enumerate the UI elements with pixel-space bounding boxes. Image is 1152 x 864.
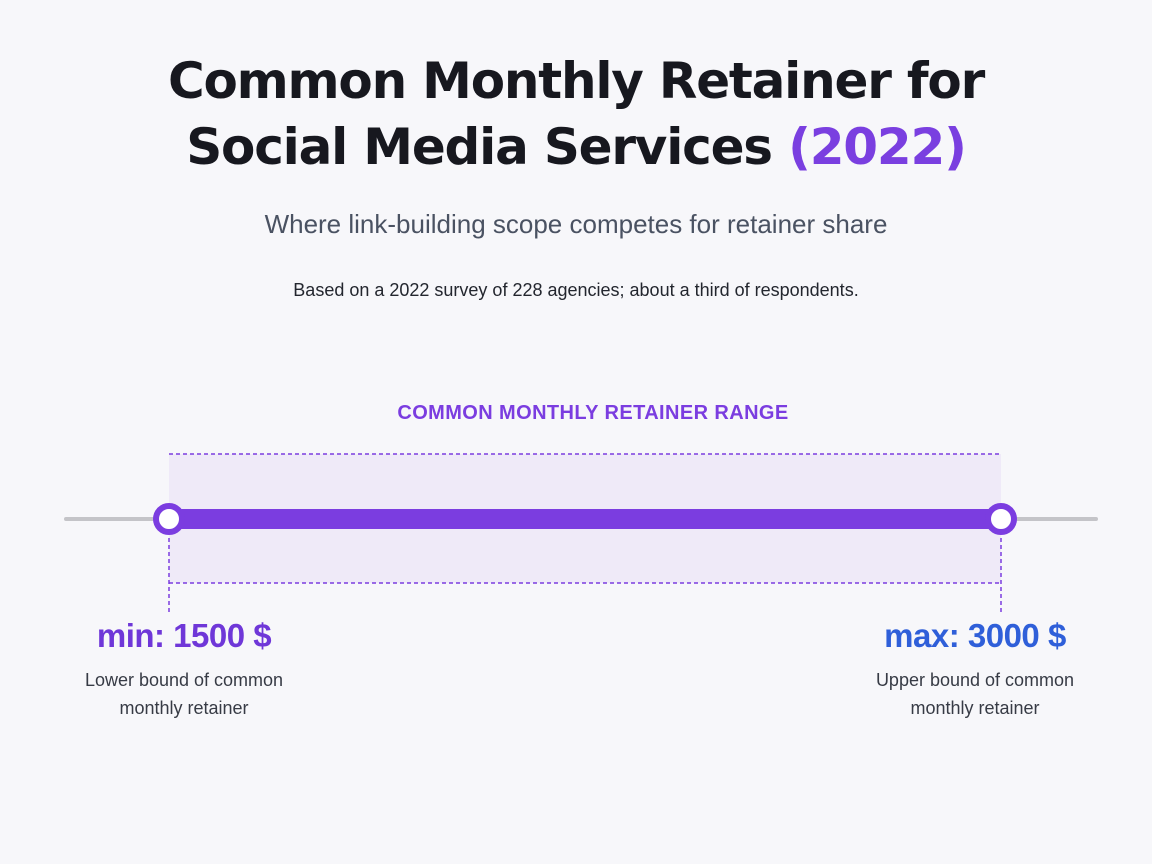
- chart-title: Common Monthly Retainer for Social Media…: [0, 48, 1152, 180]
- max-description: Upper bound of common monthly retainer: [875, 670, 1075, 718]
- max-value-label: max: 3000 $: [884, 617, 1066, 654]
- chart-title-line2: Social Media Services (2022): [0, 114, 1152, 180]
- chart-title-line1: Common Monthly Retainer for: [167, 52, 985, 110]
- chart-title-year: (2022): [788, 118, 967, 176]
- survey-note: Based on a 2022 survey of 228 agencies; …: [293, 280, 859, 300]
- min-endpoint: min: 1500 $ Lower bound of common monthl…: [54, 614, 314, 722]
- chart-subtitle: Where link-building scope competes for r…: [264, 209, 888, 239]
- range-heading: COMMON MONTHLY RETAINER RANGE: [397, 402, 789, 424]
- min-description: Lower bound of common monthly retainer: [84, 670, 284, 718]
- min-value-label: min: 1500 $: [96, 617, 272, 654]
- max-endpoint: max: 3000 $ Upper bound of common monthl…: [845, 614, 1105, 722]
- min-marker: [153, 503, 185, 535]
- max-marker: [985, 503, 1017, 535]
- chart-title-line2-text: Social Media Services: [186, 118, 773, 176]
